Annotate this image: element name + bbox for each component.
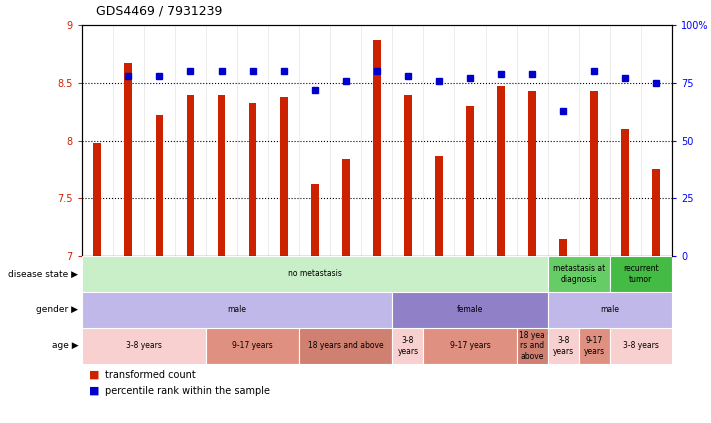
Text: percentile rank within the sample: percentile rank within the sample bbox=[105, 385, 269, 396]
Text: 3-8
years: 3-8 years bbox=[552, 336, 574, 355]
Text: 3-8
years: 3-8 years bbox=[397, 336, 419, 355]
Text: ■: ■ bbox=[89, 370, 100, 380]
Bar bbox=[124, 63, 132, 256]
Bar bbox=[249, 103, 257, 256]
Bar bbox=[590, 91, 598, 256]
Text: disease state ▶: disease state ▶ bbox=[9, 269, 78, 278]
Bar bbox=[547, 256, 610, 292]
Bar bbox=[311, 184, 319, 256]
Text: male: male bbox=[600, 305, 619, 314]
Text: 9-17 years: 9-17 years bbox=[449, 341, 491, 350]
Bar bbox=[579, 328, 610, 364]
Text: female: female bbox=[457, 305, 483, 314]
Text: 18 years and above: 18 years and above bbox=[308, 341, 383, 350]
Bar bbox=[610, 256, 672, 292]
Bar bbox=[218, 95, 225, 256]
Text: transformed count: transformed count bbox=[105, 370, 196, 380]
Bar bbox=[528, 91, 536, 256]
Bar bbox=[156, 115, 164, 256]
Text: GDS4469 / 7931239: GDS4469 / 7931239 bbox=[96, 4, 223, 17]
Bar bbox=[82, 292, 392, 328]
Bar bbox=[424, 328, 517, 364]
Bar bbox=[279, 97, 287, 256]
Text: 9-17
years: 9-17 years bbox=[584, 336, 605, 355]
Text: 3-8 years: 3-8 years bbox=[126, 341, 162, 350]
Bar bbox=[404, 95, 412, 256]
Text: metastasis at
diagnosis: metastasis at diagnosis bbox=[552, 264, 605, 283]
Bar bbox=[653, 170, 661, 256]
Bar bbox=[373, 40, 380, 256]
Bar bbox=[497, 86, 505, 256]
Bar bbox=[547, 328, 579, 364]
Bar bbox=[299, 328, 392, 364]
Text: male: male bbox=[228, 305, 247, 314]
Bar bbox=[342, 159, 350, 256]
Bar bbox=[186, 95, 194, 256]
Bar bbox=[610, 328, 672, 364]
Text: 3-8 years: 3-8 years bbox=[623, 341, 659, 350]
Text: 18 yea
rs and
above: 18 yea rs and above bbox=[519, 331, 545, 361]
Bar bbox=[621, 129, 629, 256]
Text: ■: ■ bbox=[89, 385, 100, 396]
Bar bbox=[392, 292, 547, 328]
Text: no metastasis: no metastasis bbox=[288, 269, 342, 278]
Bar bbox=[82, 328, 206, 364]
Text: gender ▶: gender ▶ bbox=[36, 305, 78, 314]
Bar bbox=[82, 256, 547, 292]
Bar bbox=[93, 143, 101, 256]
Text: recurrent
tumor: recurrent tumor bbox=[623, 264, 658, 283]
Bar bbox=[206, 328, 299, 364]
Bar bbox=[392, 328, 424, 364]
Bar bbox=[466, 106, 474, 256]
Text: age ▶: age ▶ bbox=[52, 341, 78, 350]
Bar bbox=[547, 292, 672, 328]
Text: 9-17 years: 9-17 years bbox=[232, 341, 273, 350]
Bar bbox=[435, 156, 443, 256]
Bar bbox=[517, 328, 547, 364]
Bar bbox=[560, 239, 567, 256]
